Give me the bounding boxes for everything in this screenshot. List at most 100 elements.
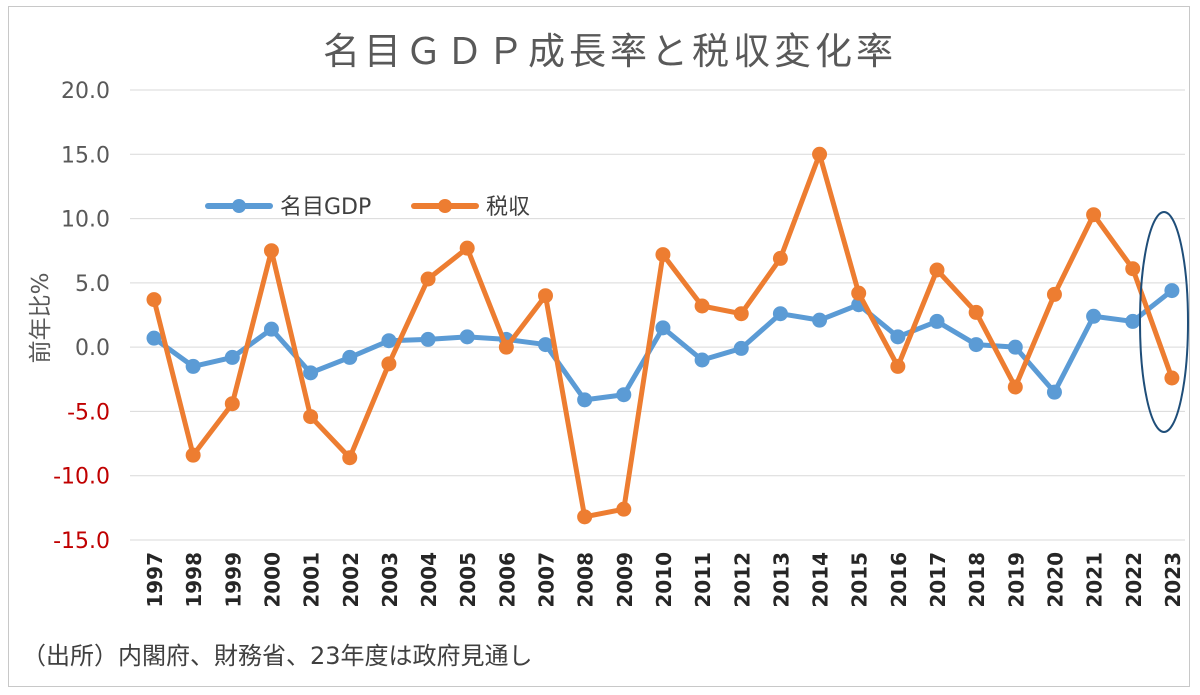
x-tick-label: 2012: [730, 552, 754, 608]
data-point-gdp: [303, 365, 319, 381]
data-point-tax: [1046, 286, 1062, 302]
x-tick-label: 2009: [613, 552, 637, 608]
data-point-tax: [1007, 379, 1023, 395]
data-point-gdp: [381, 333, 397, 349]
legend: 名目GDP 税収: [205, 195, 530, 220]
x-tick-label: 2002: [339, 552, 363, 608]
data-point-gdp: [459, 329, 475, 345]
x-tick-label: 2018: [965, 552, 989, 608]
x-tick-label: 2008: [574, 552, 598, 608]
data-point-gdp: [733, 340, 749, 356]
data-point-gdp: [772, 306, 788, 322]
data-point-tax: [185, 447, 201, 463]
data-point-tax: [1164, 370, 1180, 386]
x-tick-label: 2017: [926, 552, 950, 608]
x-tick-label: 2003: [378, 552, 402, 608]
y-tick-label: 15.0: [61, 143, 110, 168]
x-tick-label: 2010: [652, 552, 676, 608]
data-point-gdp: [812, 312, 828, 328]
data-point-gdp: [263, 321, 279, 337]
y-tick-label: 10.0: [61, 208, 110, 233]
x-tick-label: 2016: [887, 552, 911, 608]
data-point-gdp: [538, 337, 553, 353]
data-point-tax: [381, 356, 397, 372]
y-tick-labels: 20.0 15.0 10.0 5.0 0.0 -5.0 -10.0 -15.0: [53, 79, 110, 554]
x-tick-label: 2021: [1083, 552, 1107, 608]
data-point-tax: [968, 304, 984, 320]
data-point-tax: [420, 271, 436, 287]
grid-layer: [130, 89, 1185, 541]
data-point-gdp: [1007, 339, 1023, 355]
x-tick-label: 2022: [1122, 552, 1146, 608]
data-point-gdp: [577, 392, 593, 408]
x-tick-label: 1998: [182, 552, 206, 608]
data-point-tax: [890, 358, 906, 374]
data-point-tax: [1125, 261, 1141, 277]
data-point-tax: [224, 396, 240, 412]
x-tick-label: 2005: [456, 552, 480, 608]
y-tick-label: 5.0: [75, 272, 110, 297]
y-axis-label: 前年比%: [28, 273, 54, 364]
data-point-gdp: [890, 329, 906, 345]
x-tick-label: 2006: [495, 552, 519, 608]
x-tick-labels: 1997 1998 1999 2000 2001 2002 2003 2004 2005 2006…: [143, 552, 1185, 608]
x-tick-label: 2020: [1043, 552, 1067, 608]
legend-gdp-label: 名目GDP: [280, 195, 371, 220]
data-point-tax: [851, 285, 867, 301]
x-tick-label: 1997: [143, 552, 167, 608]
x-tick-label: 2007: [535, 552, 559, 608]
data-point-tax: [733, 306, 749, 322]
data-point-gdp: [694, 352, 710, 368]
y-tick-label: 20.0: [61, 79, 110, 104]
data-point-gdp: [929, 313, 945, 329]
x-tick-label: 1999: [221, 552, 245, 608]
data-point-tax: [929, 262, 945, 278]
data-point-tax: [263, 243, 279, 259]
data-point-tax: [812, 146, 828, 162]
y-tick-label: -15.0: [53, 529, 110, 554]
y-tick-label: -5.0: [67, 400, 110, 425]
x-tick-label: 2023: [1161, 552, 1185, 608]
data-point-tax: [655, 247, 671, 263]
chart-title: 名目ＧＤＰ成長率と税収変化率: [323, 30, 897, 73]
data-point-tax: [342, 450, 358, 466]
y-tick-label: 0.0: [75, 336, 110, 361]
data-point-gdp: [968, 337, 984, 353]
data-point-tax: [146, 292, 162, 308]
data-point-gdp: [1086, 308, 1102, 324]
x-tick-label: 2015: [848, 552, 872, 608]
data-point-gdp: [146, 330, 162, 346]
data-point-gdp: [616, 387, 632, 403]
x-tick-label: 2014: [809, 552, 833, 608]
legend-tax-label: 税収: [486, 195, 530, 220]
x-tick-label: 2001: [300, 552, 324, 608]
data-point-gdp: [1046, 384, 1062, 400]
legend-gdp-marker: [232, 199, 246, 213]
data-point-gdp: [1164, 283, 1180, 299]
data-point-tax: [577, 509, 593, 525]
data-point-gdp: [224, 349, 240, 365]
data-point-tax: [1086, 207, 1102, 223]
highlight-ellipse-2023: [1139, 211, 1189, 433]
data-point-gdp: [185, 358, 201, 374]
data-point-tax: [694, 298, 710, 314]
x-tick-label: 2004: [417, 552, 441, 608]
data-point-tax: [498, 339, 514, 355]
x-tick-label: 2011: [691, 552, 715, 608]
x-tick-label: 2013: [769, 552, 793, 608]
x-tick-label: 2019: [1004, 552, 1028, 608]
data-point-tax: [616, 501, 632, 517]
source-note: （出所）内閣府、財務省、23年度は政府見通し: [22, 642, 533, 670]
data-point-tax: [538, 288, 553, 304]
y-tick-label: -10.0: [53, 465, 110, 490]
data-point-tax: [303, 409, 319, 425]
data-point-tax: [772, 250, 788, 266]
legend-tax-marker: [438, 199, 452, 213]
data-point-gdp: [1125, 313, 1141, 329]
x-tick-label: 2000: [260, 552, 284, 608]
data-point-gdp: [342, 349, 358, 365]
data-point-tax: [459, 240, 475, 256]
series-layer: [146, 146, 1180, 525]
data-point-gdp: [420, 331, 436, 347]
